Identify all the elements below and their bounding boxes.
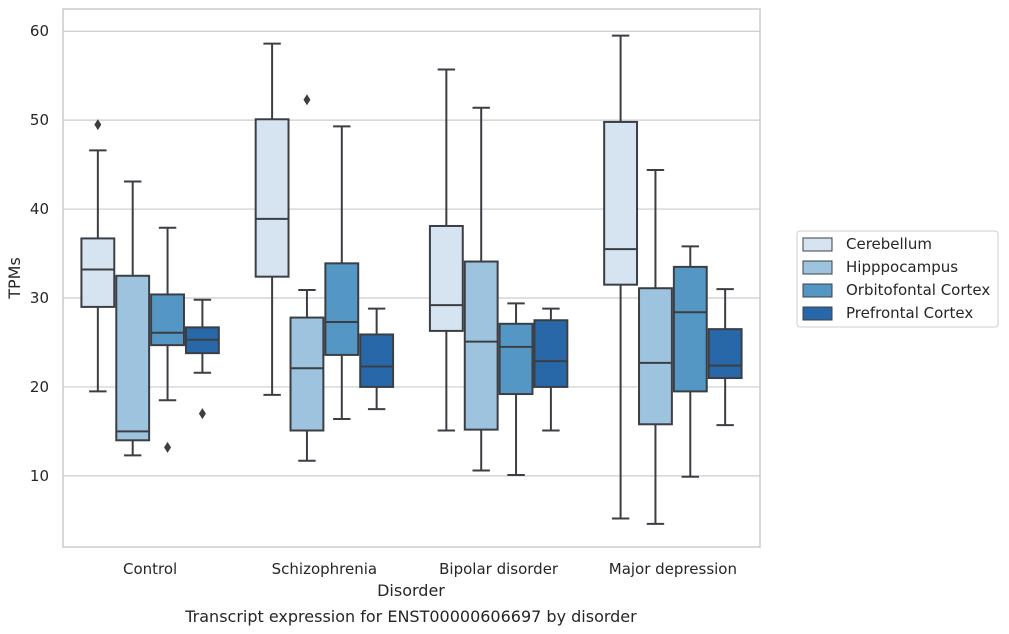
x-tick-label: Control (123, 560, 177, 578)
box-body (150, 293, 185, 347)
y-tick-label: 20 (30, 378, 49, 396)
legend-item: Hipppocampus (802, 258, 958, 276)
legend-label: Orbitofontal Cortex (846, 281, 990, 299)
legend-item: Prefrontal Cortex (802, 304, 973, 322)
box-body (359, 333, 395, 388)
box-orbitofontal-cortex (150, 226, 185, 453)
box-prefrontal-cortex (707, 288, 743, 427)
box-body (498, 322, 534, 396)
legend-label: Prefrontal Cortex (846, 304, 973, 322)
box-body (324, 262, 360, 356)
box-cerebellum (254, 42, 290, 396)
legend-swatch (802, 237, 833, 252)
legend-label: Cerebellum (846, 235, 932, 253)
box-cerebellum (603, 34, 639, 520)
box-cerebellum (80, 119, 116, 393)
box-cerebellum (428, 68, 464, 432)
box-body (254, 118, 290, 278)
y-tick-label: 60 (30, 22, 49, 40)
legend-items: Cerebellum Hipppocampus Orbitofontal Corte… (802, 235, 990, 322)
box-body (707, 328, 743, 380)
box-body (463, 260, 499, 431)
box-body (115, 274, 151, 442)
box-orbitofontal-cortex (498, 302, 534, 476)
y-tick-label: 10 (30, 467, 49, 485)
chart-caption: Transcript expression for ENST0000060669… (184, 607, 637, 626)
legend-swatch (802, 306, 833, 321)
box-hipppocampus (289, 94, 325, 462)
y-axis-ticks: 10 20 30 40 50 60 (30, 22, 49, 485)
x-axis-ticks: Control Schizophrenia Bipolar disorder Majo… (123, 560, 737, 578)
outlier-point (198, 408, 206, 420)
legend-frame (796, 230, 999, 328)
box-body (533, 319, 569, 388)
y-tick-label: 30 (30, 289, 49, 307)
legend-item: Cerebellum (802, 235, 932, 253)
y-tick-label: 50 (30, 111, 49, 129)
y-axis-title: TPMs (5, 257, 24, 300)
legend: Cerebellum Hipppocampus Orbitofontal Corte… (796, 230, 999, 328)
box-body (603, 120, 639, 286)
box-body (80, 237, 116, 308)
box-hipppocampus (115, 180, 151, 457)
box-body (672, 265, 708, 393)
box-hipppocampus (638, 168, 673, 525)
x-tick-label: Major depression (609, 560, 737, 578)
box-hipppocampus (463, 106, 499, 472)
plot-area-frame (62, 8, 761, 548)
box-prefrontal-cortex (533, 307, 569, 432)
x-tick-label: Bipolar disorder (439, 560, 559, 578)
outlier-point (164, 441, 172, 453)
box-orbitofontal-cortex (324, 125, 360, 420)
boxes (80, 34, 743, 525)
box-body (289, 316, 325, 432)
box-body (428, 224, 464, 332)
legend-swatch (802, 260, 833, 275)
x-tick-label: Schizophrenia (272, 560, 377, 578)
legend-label: Hipppocampus (846, 258, 958, 276)
outlier-point (94, 119, 102, 131)
box-orbitofontal-cortex (672, 245, 708, 478)
box-prefrontal-cortex (359, 307, 395, 411)
box-prefrontal-cortex (184, 298, 220, 420)
legend-swatch (802, 283, 833, 298)
y-tick-label: 40 (30, 200, 49, 218)
outlier-point (303, 94, 311, 106)
legend-item: Orbitofontal Cortex (802, 281, 990, 299)
x-axis-title: Disorder (377, 581, 445, 600)
box-body (638, 287, 673, 426)
